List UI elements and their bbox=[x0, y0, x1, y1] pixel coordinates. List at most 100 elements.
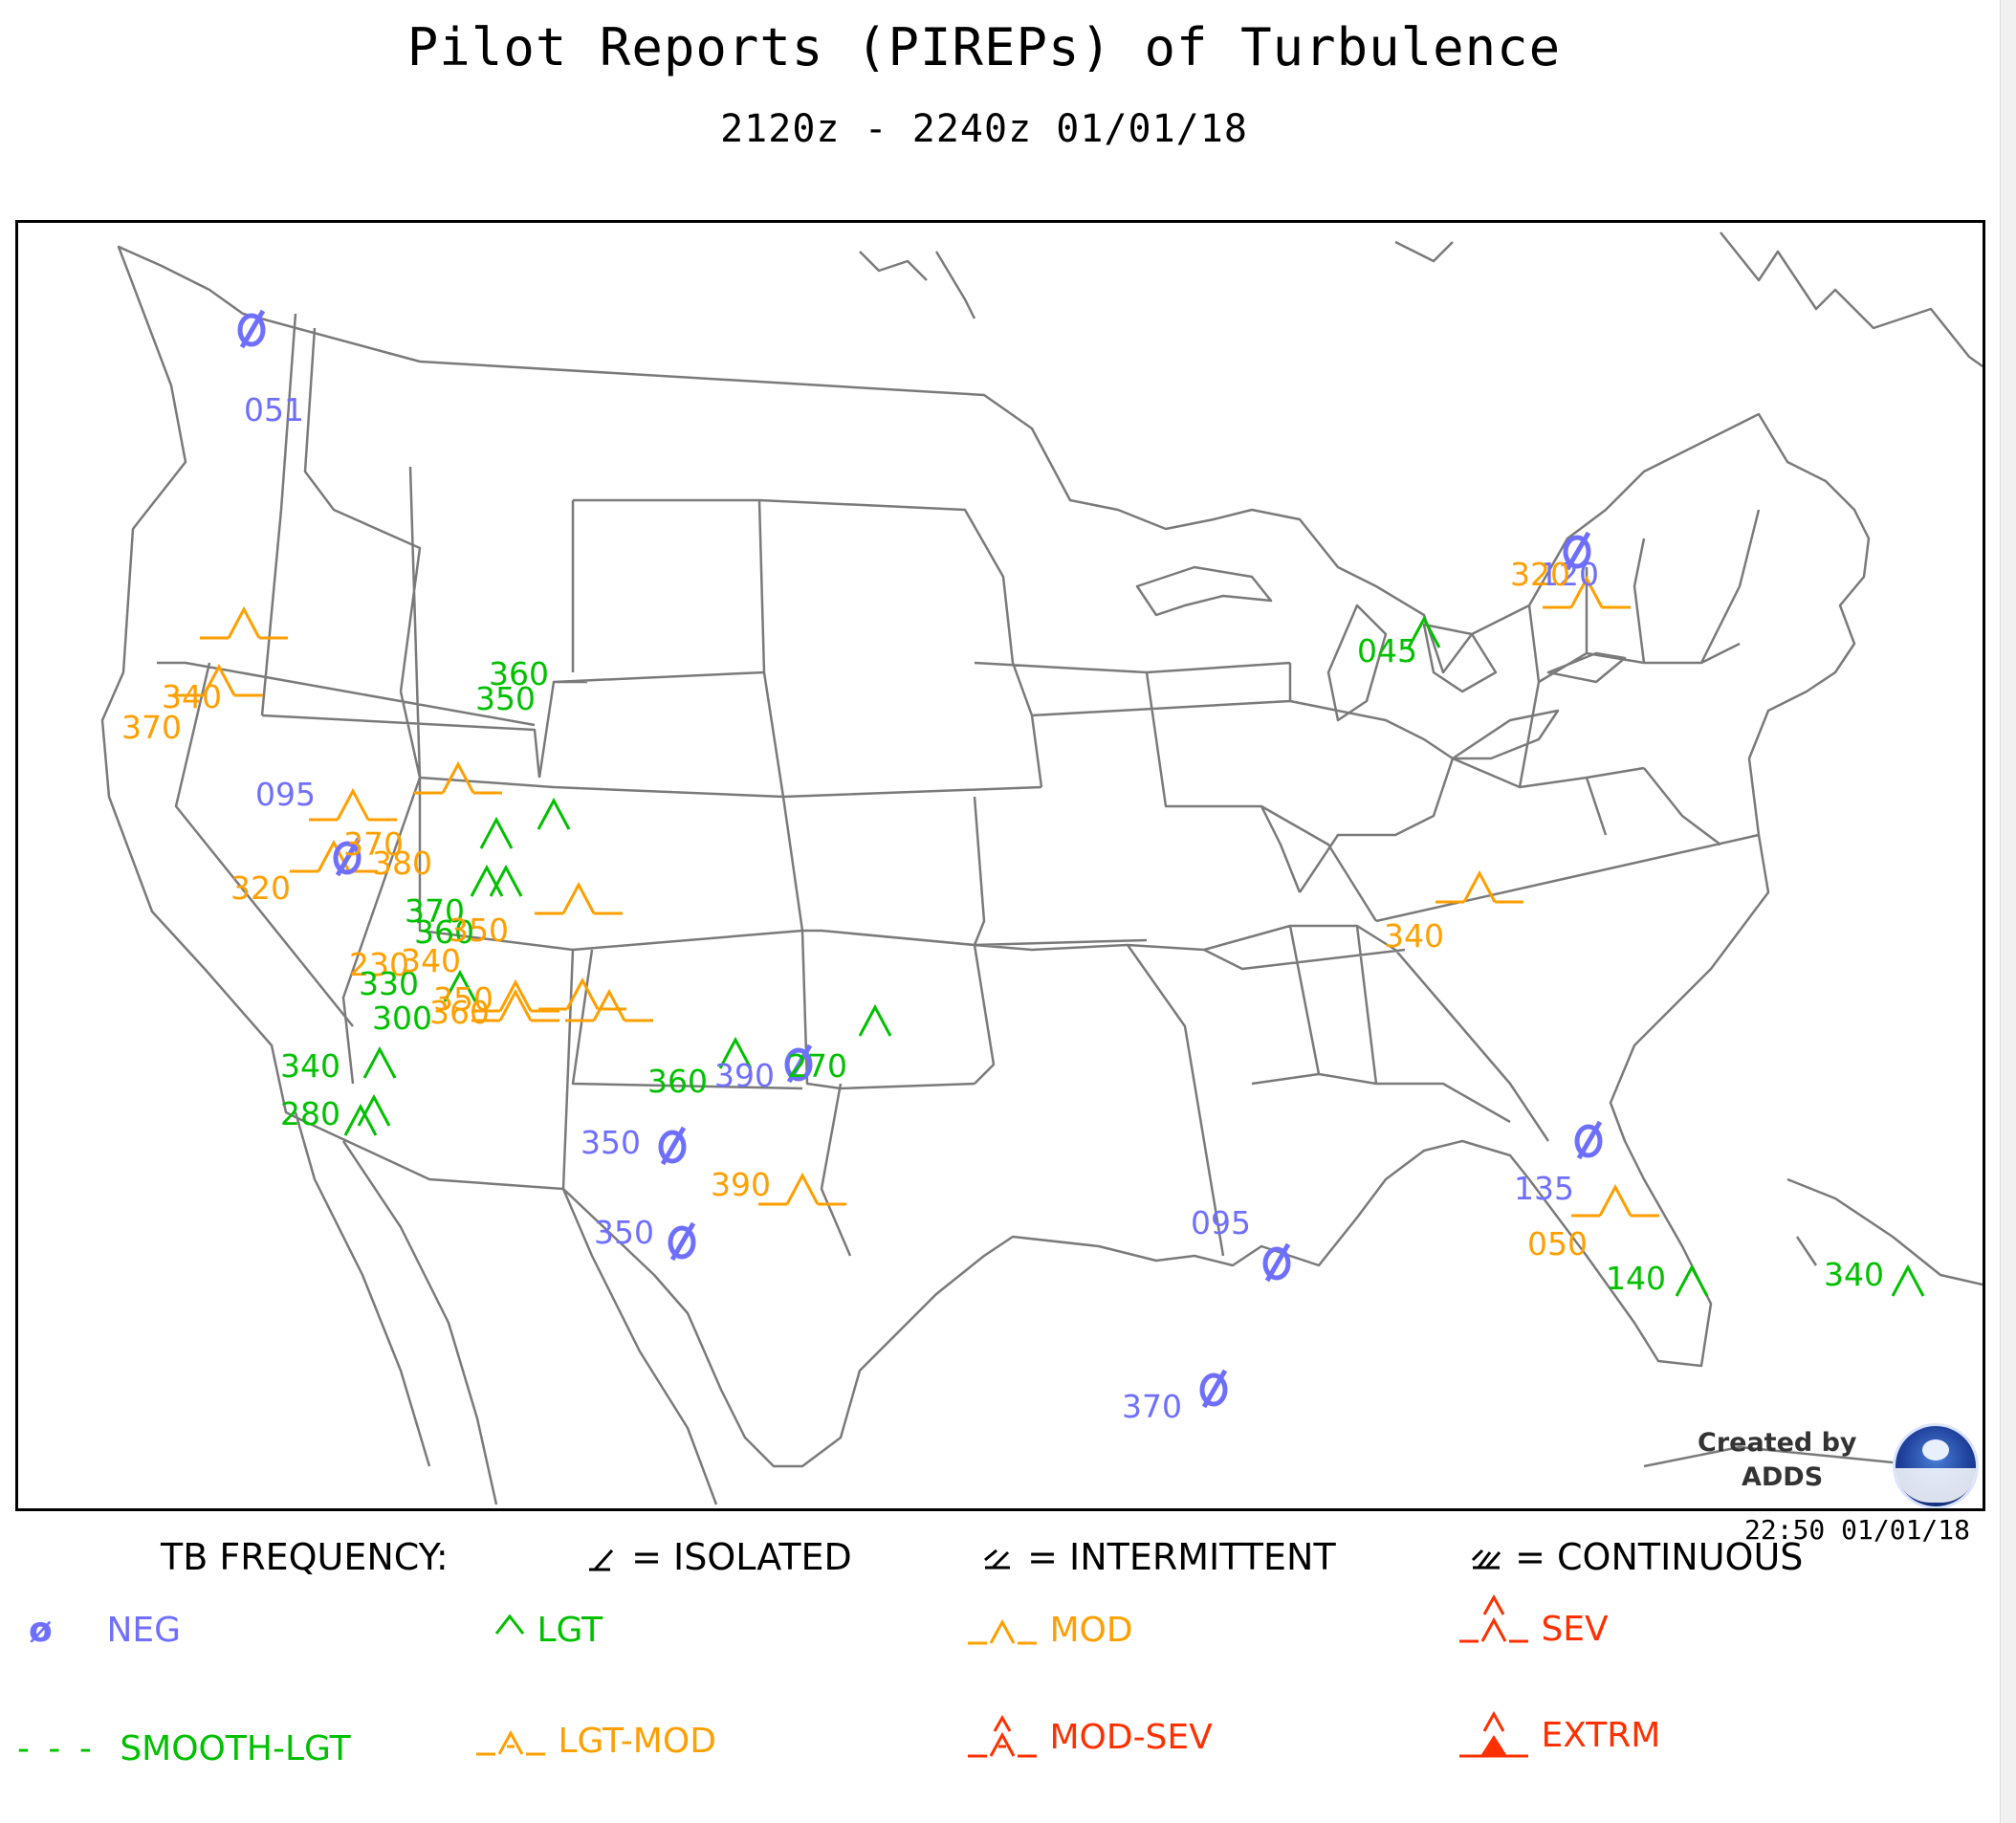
sev-label: SEV bbox=[1541, 1610, 1609, 1649]
neg-turbulence-symbol bbox=[668, 1221, 696, 1262]
mod-turbulence-symbol bbox=[414, 760, 502, 795]
lgt-mod-icon bbox=[476, 1729, 545, 1756]
report-altitude-label: 095 bbox=[255, 776, 316, 813]
report-altitude-label: 050 bbox=[1527, 1225, 1588, 1263]
report-altitude-label: 340 bbox=[401, 942, 461, 979]
report-altitude-label: 390 bbox=[714, 1057, 775, 1094]
chart-subtitle: 2120z - 2240z 01/01/18 bbox=[720, 107, 1248, 151]
legend-continuous: = CONTINUOUS bbox=[1469, 1536, 1803, 1578]
report-altitude-label: 340 bbox=[280, 1047, 340, 1085]
report-altitude-label: 140 bbox=[1606, 1260, 1666, 1297]
chart-title: Pilot Reports (PIREPs) of Turbulence bbox=[406, 17, 1562, 77]
neg-icon: ø bbox=[29, 1611, 53, 1650]
mod-turbulence-symbol bbox=[538, 977, 626, 1011]
mod-label: MOD bbox=[1049, 1611, 1133, 1650]
mod-sev-label: MOD-SEV bbox=[1049, 1718, 1213, 1757]
mod-turbulence-symbol bbox=[565, 988, 653, 1022]
report-altitude-label: 360 bbox=[429, 994, 490, 1031]
report-altitude-label: 045 bbox=[1357, 632, 1417, 670]
continuous-label: = CONTINUOUS bbox=[1515, 1536, 1804, 1578]
intermittent-label: = INTERMITTENT bbox=[1027, 1536, 1336, 1578]
tb-frequency-label: TB FREQUENCY: bbox=[161, 1536, 449, 1578]
report-altitude-label: 370 bbox=[1122, 1388, 1182, 1425]
noaa-logo-icon bbox=[1893, 1423, 1979, 1508]
neg-turbulence-symbol bbox=[333, 837, 362, 877]
report-altitude-label: 360 bbox=[489, 655, 549, 692]
legend-extrm: EXTRM bbox=[1457, 1708, 1660, 1766]
report-altitude-label: 360 bbox=[647, 1063, 708, 1100]
continuous-icon bbox=[1471, 1548, 1501, 1569]
legend-mod-sev: MOD-SEV bbox=[966, 1712, 1213, 1766]
lgt-turbulence-symbol bbox=[1407, 615, 1441, 648]
report-altitude-label: 230 bbox=[349, 946, 409, 983]
intermittent-icon bbox=[984, 1548, 1010, 1569]
mod-turbulence-symbol bbox=[175, 663, 263, 697]
report-altitude-label: 380 bbox=[372, 845, 432, 882]
neg-turbulence-symbol bbox=[1563, 531, 1591, 571]
report-altitude-label: 320 bbox=[1510, 556, 1570, 593]
neg-turbulence-symbol bbox=[1574, 1120, 1603, 1160]
lgt-turbulence-symbol bbox=[1675, 1263, 1709, 1297]
timestamp: 22:50 01/01/18 bbox=[1744, 1514, 1971, 1546]
lgt-turbulence-symbol bbox=[443, 969, 477, 1002]
adds-text: ADDS bbox=[1742, 1462, 1824, 1492]
neg-turbulence-symbol bbox=[237, 309, 266, 349]
mod-sev-icon bbox=[968, 1714, 1037, 1758]
report-altitude-label: 360 bbox=[414, 913, 474, 951]
report-altitude-label: 350 bbox=[581, 1124, 641, 1161]
lgt-turbulence-symbol bbox=[343, 1103, 378, 1136]
report-altitude-label: 340 bbox=[162, 678, 222, 715]
report-altitude-label: 320 bbox=[230, 869, 291, 907]
sev-icon bbox=[1459, 1593, 1528, 1643]
report-altitude-label: 280 bbox=[280, 1095, 340, 1132]
lgt-turbulence-symbol bbox=[489, 864, 523, 897]
lgt-turbulence-symbol bbox=[718, 1036, 753, 1069]
report-altitude-label: 350 bbox=[433, 980, 493, 1018]
neg-label: NEG bbox=[106, 1611, 182, 1650]
lgt-turbulence-symbol bbox=[479, 816, 514, 849]
turbulence-map bbox=[100, 231, 1983, 1505]
mod-turbulence-symbol bbox=[1435, 869, 1523, 904]
isolated-icon bbox=[589, 1548, 614, 1570]
mod-icon bbox=[968, 1618, 1037, 1645]
vertical-scrollbar[interactable] bbox=[2000, 0, 2016, 1823]
mod-turbulence-symbol bbox=[758, 1172, 846, 1206]
isolated-label: = ISOLATED bbox=[631, 1536, 852, 1578]
report-altitude-label: 135 bbox=[1514, 1170, 1574, 1207]
report-altitude-label: 095 bbox=[1191, 1204, 1251, 1241]
report-altitude-label: 350 bbox=[449, 912, 509, 949]
report-altitude-label: 350 bbox=[594, 1214, 654, 1251]
great-lakes bbox=[1135, 565, 1627, 760]
report-altitude-label: 350 bbox=[475, 680, 536, 717]
mod-turbulence-symbol bbox=[535, 881, 623, 915]
neg-turbulence-symbol bbox=[1262, 1242, 1291, 1283]
legend-mod: MOD bbox=[966, 1611, 1133, 1651]
us-outline bbox=[100, 245, 1871, 1468]
report-altitude-label: 300 bbox=[372, 999, 432, 1037]
smooth-lgt-icon: - - - bbox=[17, 1729, 96, 1768]
report-altitude-label: 370 bbox=[343, 825, 404, 863]
report-altitude-label: 051 bbox=[244, 391, 304, 428]
report-altitude-label: 390 bbox=[711, 1166, 771, 1203]
extrm-icon bbox=[1459, 1710, 1528, 1758]
smooth-lgt-label: SMOOTH-LGT bbox=[120, 1729, 351, 1768]
mexico-coast bbox=[294, 1111, 1932, 1505]
lgt-turbulence-symbol bbox=[1891, 1263, 1925, 1297]
legend-smooth-lgt: - - - SMOOTH-LGT bbox=[17, 1729, 351, 1768]
mod-turbulence-symbol bbox=[309, 787, 397, 822]
mod-turbulence-symbol bbox=[200, 605, 288, 640]
report-altitude-label: 330 bbox=[359, 965, 419, 1002]
legend-lgt-mod: LGT-MOD bbox=[474, 1722, 716, 1764]
state-borders bbox=[157, 313, 1761, 1257]
report-altitude-label: 340 bbox=[1824, 1256, 1884, 1293]
canada-coast bbox=[859, 231, 1983, 368]
lgt-turbulence-symbol bbox=[357, 1093, 391, 1127]
mod-turbulence-symbol bbox=[1571, 1183, 1659, 1218]
lgt-label: LGT bbox=[537, 1611, 603, 1650]
neg-turbulence-symbol bbox=[784, 1043, 813, 1084]
legend-isolated: = ISOLATED bbox=[585, 1536, 852, 1578]
report-altitude-label: 370 bbox=[121, 709, 182, 746]
neg-turbulence-symbol bbox=[658, 1126, 687, 1166]
report-altitude-label: 120 bbox=[1539, 556, 1599, 593]
neg-turbulence-symbol bbox=[1199, 1369, 1228, 1409]
